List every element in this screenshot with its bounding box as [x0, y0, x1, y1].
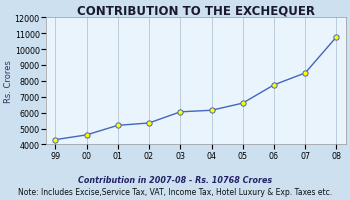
Text: Contribution in 2007-08 - Rs. 10768 Crores: Contribution in 2007-08 - Rs. 10768 Cror… — [78, 176, 272, 184]
Text: Note: Includes Excise,Service Tax, VAT, Income Tax, Hotel Luxury & Exp. Taxes et: Note: Includes Excise,Service Tax, VAT, … — [18, 187, 332, 196]
Y-axis label: Rs. Crores: Rs. Crores — [4, 60, 13, 103]
Title: CONTRIBUTION TO THE EXCHEQUER: CONTRIBUTION TO THE EXCHEQUER — [77, 4, 315, 17]
